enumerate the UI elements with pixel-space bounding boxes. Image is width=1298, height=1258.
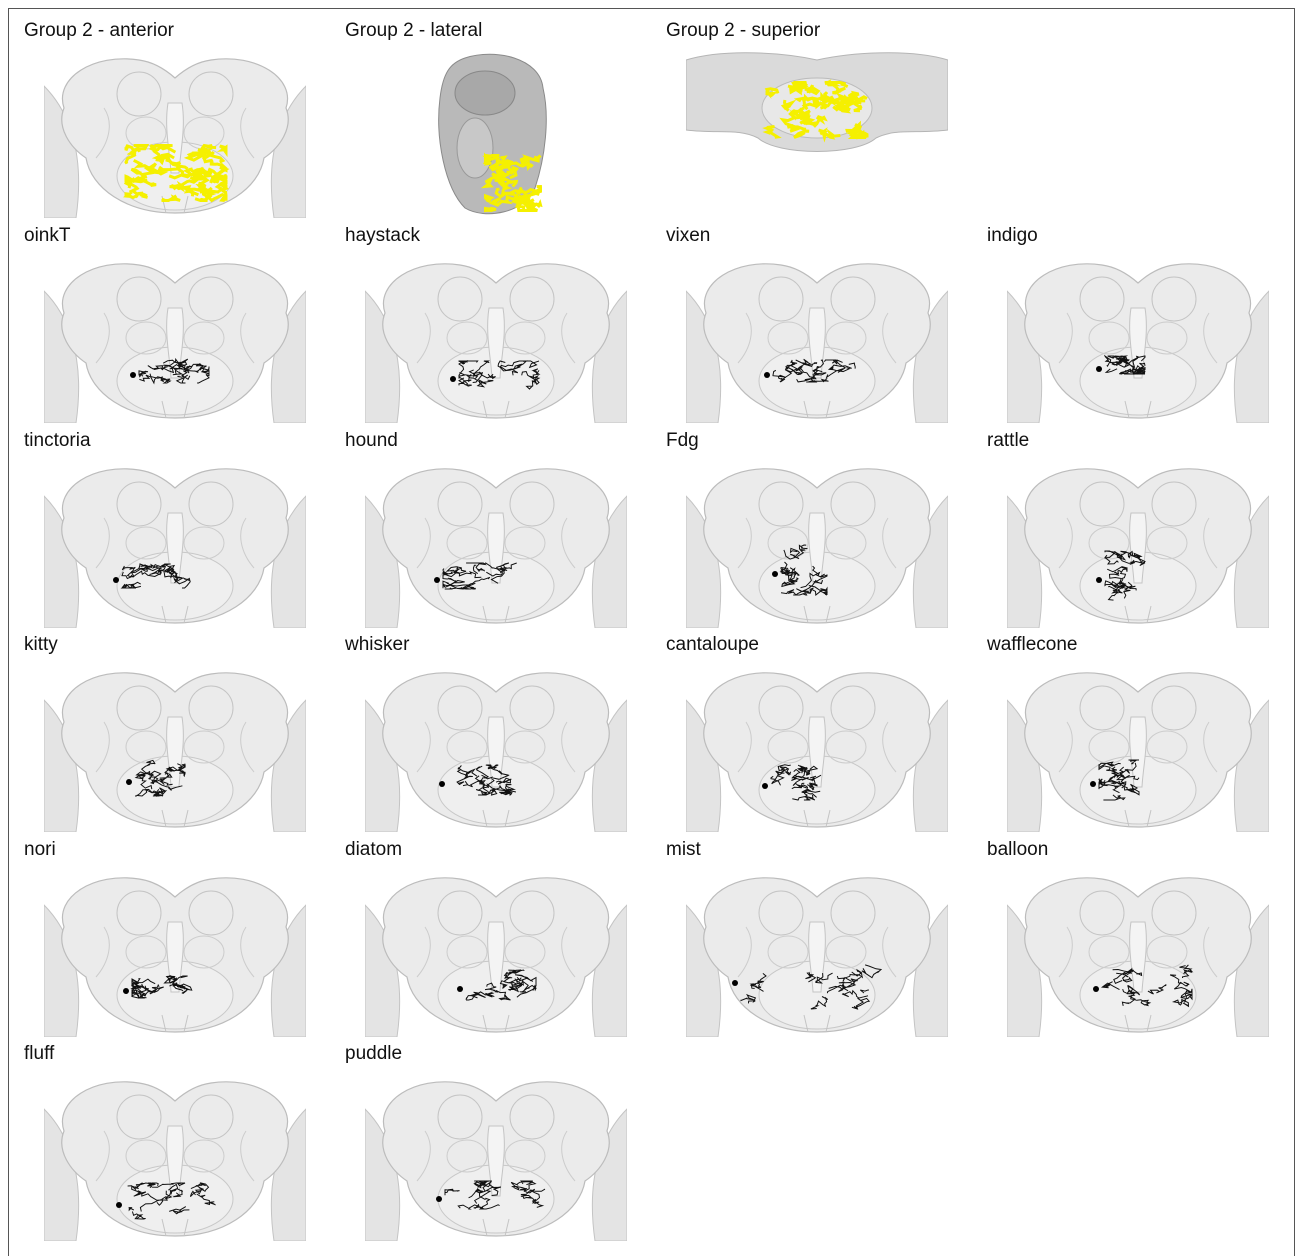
brain-render bbox=[44, 1071, 306, 1241]
panel-label: haystack bbox=[345, 225, 420, 247]
brain-render bbox=[365, 662, 627, 832]
page: (() => { const data = JSON.parse(documen… bbox=[0, 0, 1298, 1258]
panel-label: wafflecone bbox=[987, 634, 1078, 656]
soma bbox=[1096, 577, 1102, 583]
panel-label: balloon bbox=[987, 839, 1048, 861]
panel-label: cantaloupe bbox=[666, 634, 759, 656]
brain-render bbox=[1007, 253, 1269, 423]
soma bbox=[772, 571, 778, 577]
brain-render bbox=[365, 253, 627, 423]
soma bbox=[457, 986, 463, 992]
brain-render bbox=[44, 662, 306, 832]
brain-render bbox=[365, 458, 627, 628]
brain-render bbox=[365, 867, 627, 1037]
panel-label: diatom bbox=[345, 839, 402, 861]
soma bbox=[1096, 366, 1102, 372]
soma bbox=[434, 577, 440, 583]
brain-render bbox=[44, 253, 306, 423]
brain-render bbox=[365, 48, 627, 218]
brain-render bbox=[1007, 458, 1269, 628]
soma bbox=[436, 1196, 442, 1202]
panel-label: vixen bbox=[666, 225, 710, 247]
panel-label: Group 2 - anterior bbox=[24, 20, 174, 42]
panel-label: nori bbox=[24, 839, 56, 861]
panel-label: Group 2 - superior bbox=[666, 20, 820, 42]
panel-label: tinctoria bbox=[24, 430, 91, 452]
brain-render bbox=[686, 458, 948, 628]
panel-label: whisker bbox=[345, 634, 409, 656]
panel-label: Group 2 - lateral bbox=[345, 20, 482, 42]
soma bbox=[130, 372, 136, 378]
soma bbox=[126, 779, 132, 785]
brain-render bbox=[365, 1071, 627, 1241]
panel-label: fluff bbox=[24, 1043, 54, 1065]
panel-label: rattle bbox=[987, 430, 1029, 452]
panel-label: puddle bbox=[345, 1043, 402, 1065]
soma bbox=[732, 980, 738, 986]
soma bbox=[113, 577, 119, 583]
brain-render bbox=[44, 867, 306, 1037]
panel-label: hound bbox=[345, 430, 398, 452]
soma bbox=[762, 783, 768, 789]
soma bbox=[439, 781, 445, 787]
panel-label: indigo bbox=[987, 225, 1038, 247]
brain-render bbox=[686, 253, 948, 423]
panel-label: mist bbox=[666, 839, 701, 861]
brain-render bbox=[686, 48, 948, 218]
panel-label: oinkT bbox=[24, 225, 70, 247]
brain-render bbox=[44, 458, 306, 628]
soma bbox=[450, 376, 456, 382]
brain-render bbox=[1007, 662, 1269, 832]
panel-label: kitty bbox=[24, 634, 58, 656]
brain-render bbox=[686, 867, 948, 1037]
brain-render bbox=[686, 662, 948, 832]
soma bbox=[116, 1202, 122, 1208]
brain-render bbox=[1007, 867, 1269, 1037]
soma bbox=[123, 988, 129, 994]
soma bbox=[764, 372, 770, 378]
soma bbox=[1093, 986, 1099, 992]
soma bbox=[1090, 781, 1096, 787]
brain-render bbox=[44, 48, 306, 218]
panel-label: Fdg bbox=[666, 430, 699, 452]
